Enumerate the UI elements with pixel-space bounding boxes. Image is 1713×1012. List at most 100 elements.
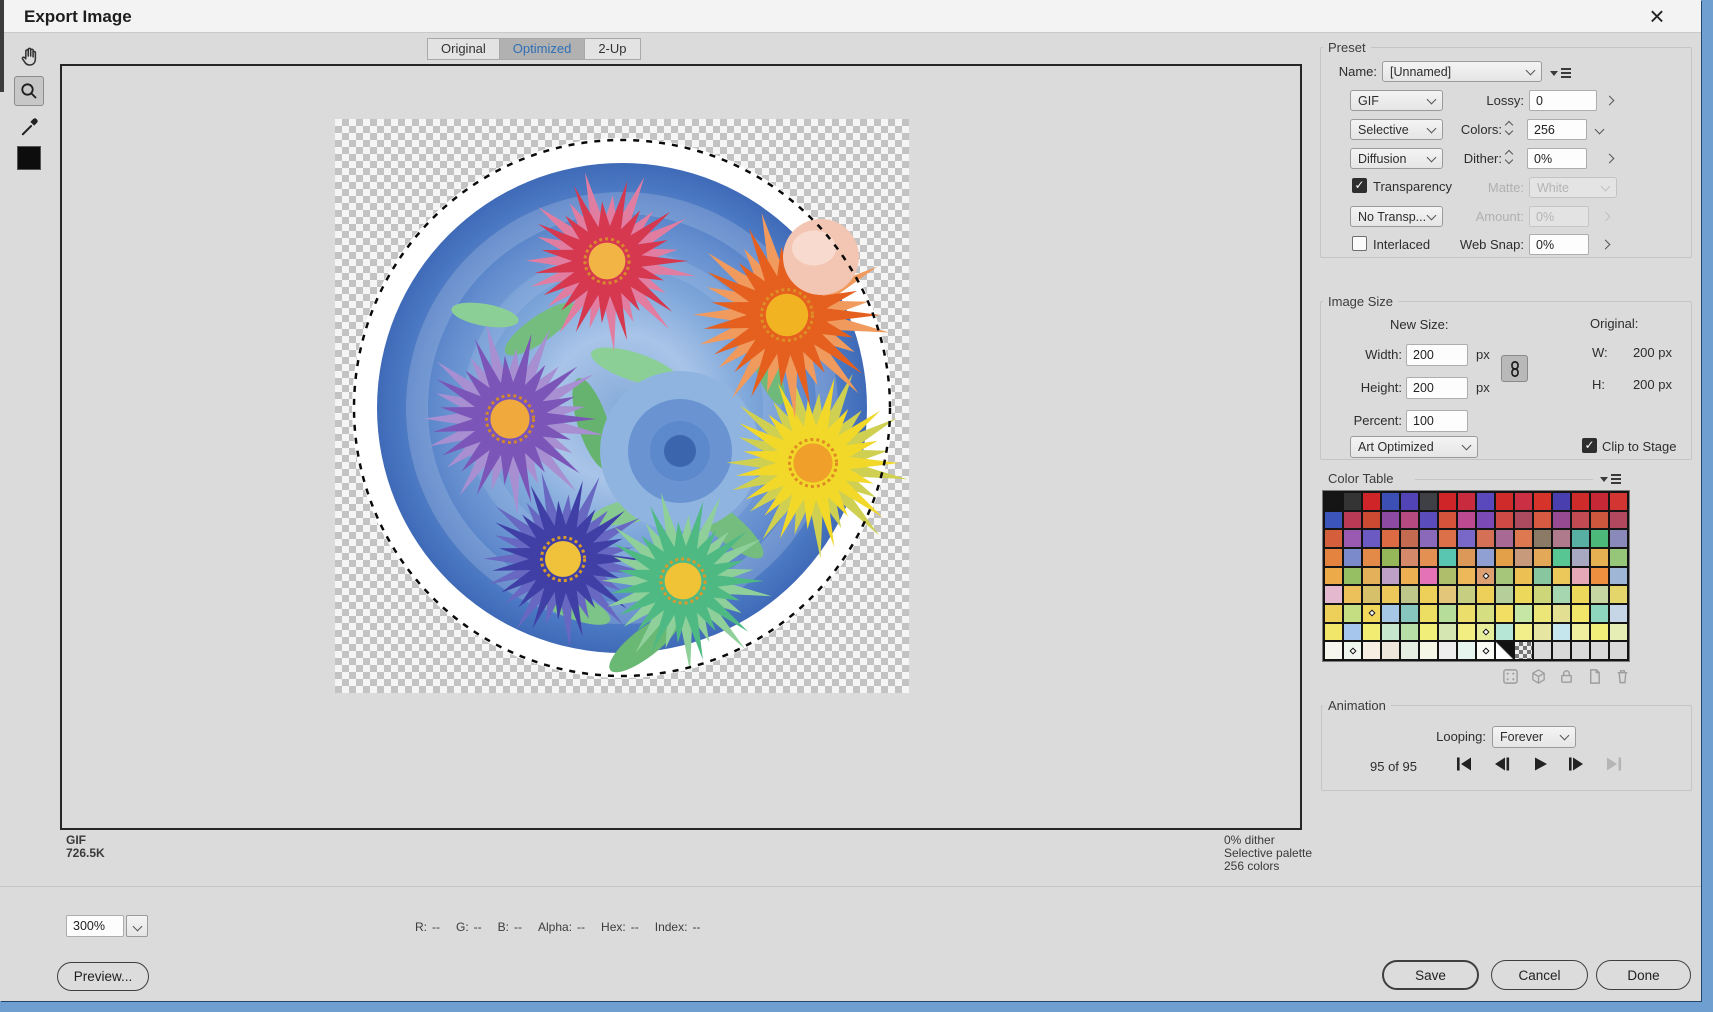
dither-input[interactable]: 0% <box>1527 148 1587 169</box>
swatch[interactable] <box>1553 530 1570 547</box>
swatch[interactable] <box>1477 604 1494 622</box>
looping-dropdown[interactable]: Forever <box>1492 726 1576 748</box>
swatch[interactable] <box>1382 511 1399 529</box>
dither-method-dropdown[interactable]: Diffusion <box>1350 148 1443 169</box>
swatch[interactable] <box>1325 567 1342 585</box>
done-button[interactable]: Done <box>1596 960 1691 990</box>
swatch[interactable] <box>1401 530 1418 547</box>
swatch[interactable] <box>1534 623 1551 641</box>
swatch[interactable] <box>1420 567 1437 585</box>
swatch[interactable] <box>1572 623 1589 641</box>
swatch[interactable] <box>1439 623 1456 641</box>
swatch[interactable] <box>1591 511 1608 529</box>
swatch[interactable] <box>1496 642 1513 659</box>
swatch[interactable] <box>1515 548 1532 566</box>
tab-optimized[interactable]: Optimized <box>498 38 586 60</box>
swatch[interactable] <box>1534 586 1551 603</box>
zoom-tool-button[interactable] <box>14 76 44 106</box>
swatch[interactable] <box>1572 548 1589 566</box>
swatch[interactable] <box>1420 530 1437 547</box>
dither-stepper[interactable] <box>1504 149 1514 165</box>
swatch[interactable] <box>1325 642 1342 659</box>
swatch[interactable] <box>1477 511 1494 529</box>
color-table-menu-icon[interactable] <box>1600 474 1621 484</box>
swatch[interactable] <box>1420 604 1437 622</box>
swatch[interactable] <box>1553 548 1570 566</box>
swatch[interactable] <box>1439 493 1456 510</box>
preset-name-dropdown[interactable]: [Unnamed] <box>1382 61 1542 82</box>
swatch[interactable] <box>1363 567 1380 585</box>
swatch[interactable] <box>1591 493 1608 510</box>
swatch[interactable] <box>1458 530 1475 547</box>
swatch[interactable] <box>1344 493 1361 510</box>
swatch[interactable] <box>1572 567 1589 585</box>
swatch[interactable] <box>1325 511 1342 529</box>
swatch[interactable] <box>1401 604 1418 622</box>
snap-to-web-icon[interactable] <box>1500 666 1520 686</box>
swatch[interactable] <box>1534 567 1551 585</box>
swatch[interactable] <box>1344 586 1361 603</box>
swatch[interactable] <box>1591 586 1608 603</box>
swatch[interactable] <box>1344 623 1361 641</box>
swatch[interactable] <box>1420 511 1437 529</box>
swatch[interactable] <box>1515 642 1532 659</box>
swatch[interactable] <box>1515 567 1532 585</box>
preview-canvas[interactable] <box>60 64 1302 830</box>
swatch[interactable] <box>1382 623 1399 641</box>
swatch[interactable] <box>1553 493 1570 510</box>
swatch[interactable] <box>1401 586 1418 603</box>
swatch[interactable] <box>1477 623 1494 641</box>
swatch[interactable] <box>1477 586 1494 603</box>
swatch[interactable] <box>1496 530 1513 547</box>
swatch[interactable] <box>1439 548 1456 566</box>
swatch[interactable] <box>1401 548 1418 566</box>
transparency-dither-dropdown[interactable]: No Transp... <box>1350 206 1443 227</box>
swatch[interactable] <box>1496 548 1513 566</box>
swatch[interactable] <box>1534 511 1551 529</box>
tab-original[interactable]: Original <box>427 38 500 60</box>
swatch[interactable] <box>1534 548 1551 566</box>
swatch[interactable] <box>1572 586 1589 603</box>
format-dropdown[interactable]: GIF <box>1350 90 1443 111</box>
swatch[interactable] <box>1363 511 1380 529</box>
swatch[interactable] <box>1439 604 1456 622</box>
swatch[interactable] <box>1496 567 1513 585</box>
swatch[interactable] <box>1477 642 1494 659</box>
swatch[interactable] <box>1420 493 1437 510</box>
swatch[interactable] <box>1363 604 1380 622</box>
lossy-input[interactable]: 0 <box>1529 90 1597 111</box>
swatch[interactable] <box>1553 623 1570 641</box>
swatch[interactable] <box>1363 623 1380 641</box>
swatch[interactable] <box>1553 586 1570 603</box>
last-frame-button[interactable] <box>1600 752 1628 776</box>
lock-color-icon[interactable] <box>1556 666 1576 686</box>
swatch[interactable] <box>1610 548 1627 566</box>
zoom-level-input[interactable]: 300% <box>66 915 124 937</box>
swatch[interactable] <box>1382 493 1399 510</box>
palette-dropdown[interactable]: Selective <box>1350 119 1443 140</box>
swatch[interactable] <box>1420 642 1437 659</box>
swatch[interactable] <box>1382 586 1399 603</box>
swatch[interactable] <box>1591 530 1608 547</box>
swatch[interactable] <box>1325 493 1342 510</box>
swatch[interactable] <box>1382 548 1399 566</box>
swatch[interactable] <box>1325 530 1342 547</box>
swatch[interactable] <box>1382 530 1399 547</box>
websnap-expander[interactable] <box>1596 234 1614 255</box>
swatch[interactable] <box>1610 623 1627 641</box>
swatch[interactable] <box>1572 493 1589 510</box>
swatch[interactable] <box>1572 604 1589 622</box>
swatch[interactable] <box>1401 642 1418 659</box>
swatch[interactable] <box>1401 493 1418 510</box>
swatch[interactable] <box>1458 604 1475 622</box>
swatch[interactable] <box>1591 623 1608 641</box>
swatch[interactable] <box>1591 567 1608 585</box>
hand-tool-icon[interactable] <box>18 44 42 68</box>
swatch[interactable] <box>1325 604 1342 622</box>
swatch[interactable] <box>1515 511 1532 529</box>
swatch[interactable] <box>1344 530 1361 547</box>
swatch[interactable] <box>1610 604 1627 622</box>
swatch[interactable] <box>1534 604 1551 622</box>
zoom-level-dropdown[interactable] <box>126 915 148 937</box>
dither-expander[interactable] <box>1600 148 1618 169</box>
